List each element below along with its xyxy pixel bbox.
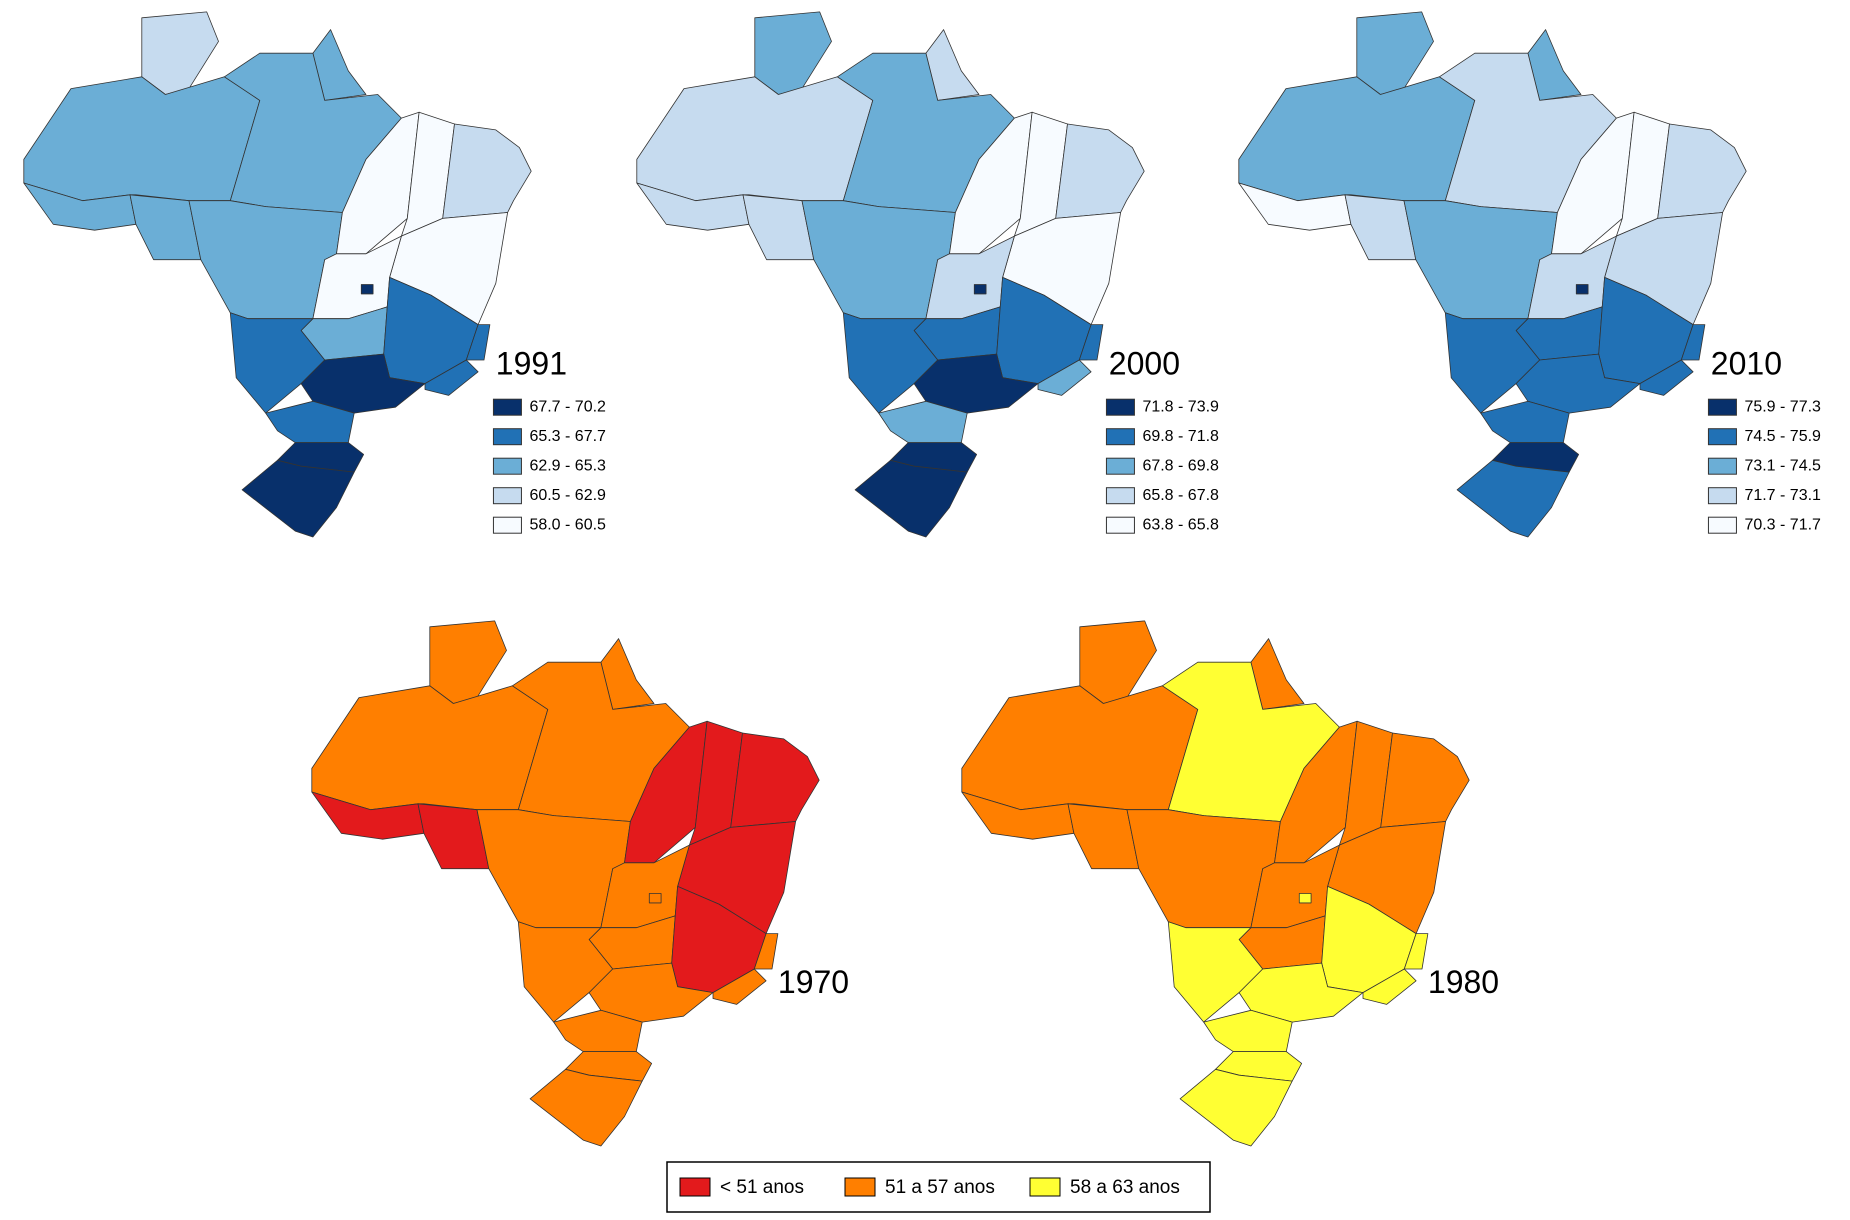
year-label: 2000 — [1109, 345, 1180, 381]
state — [754, 934, 778, 969]
state — [1457, 460, 1569, 537]
state — [1068, 804, 1139, 869]
state — [1299, 893, 1311, 902]
state — [337, 112, 420, 254]
state — [1079, 325, 1103, 360]
legend-label: 65.3 - 67.7 — [529, 428, 606, 445]
state — [731, 733, 820, 827]
state — [24, 77, 260, 201]
legend-label: 63.8 - 65.8 — [1142, 516, 1219, 533]
legend-swatch — [492, 457, 522, 475]
state — [1180, 1069, 1292, 1146]
map-1980 — [962, 621, 1469, 1146]
legend-label: 75.9 - 77.3 — [1744, 398, 1821, 415]
legend-label: 58 a 63 anos — [1070, 1177, 1180, 1198]
legend-label: 60.5 - 62.9 — [529, 487, 606, 504]
state — [1345, 195, 1416, 260]
year-label: 1980 — [1428, 964, 1499, 1000]
year-label: 1991 — [496, 345, 567, 381]
legend-label: 73.1 - 74.5 — [1744, 457, 1821, 474]
state — [713, 969, 766, 1004]
state — [1640, 360, 1693, 395]
legend-label: 51 a 57 anos — [885, 1177, 995, 1198]
legend-label: 58.0 - 60.5 — [529, 516, 606, 533]
legend-label: 71.7 - 73.1 — [1744, 487, 1821, 504]
legend-swatch — [1707, 398, 1737, 416]
legend-swatch — [679, 1177, 711, 1197]
legend-swatch — [1707, 457, 1737, 475]
legend-box — [666, 1161, 1211, 1213]
state — [1552, 112, 1635, 254]
legend-label: 65.8 - 67.8 — [1142, 487, 1219, 504]
legend-swatch — [1707, 428, 1737, 446]
legend-swatch — [1105, 487, 1135, 505]
legend-swatch — [844, 1177, 876, 1197]
state — [130, 195, 201, 260]
state — [1381, 733, 1470, 827]
legend-swatch — [492, 398, 522, 416]
state — [361, 284, 373, 293]
map-2010 — [1239, 12, 1746, 537]
legend-swatch — [492, 487, 522, 505]
legend-swatch — [492, 428, 522, 446]
state — [625, 721, 708, 863]
state — [466, 325, 490, 360]
legend-label: 74.5 - 75.9 — [1744, 428, 1821, 445]
state — [1658, 124, 1747, 218]
state — [1681, 325, 1705, 360]
legend-label: 67.8 - 69.8 — [1142, 457, 1219, 474]
legend-swatch — [1029, 1177, 1061, 1197]
state — [974, 284, 986, 293]
legend-swatch — [1105, 398, 1135, 416]
state — [1576, 284, 1588, 293]
state — [950, 112, 1033, 254]
legend-swatch — [1105, 428, 1135, 446]
state — [1404, 934, 1428, 969]
state — [1363, 969, 1416, 1004]
legend-label: 62.9 - 65.3 — [529, 457, 606, 474]
state — [637, 77, 873, 201]
state — [425, 360, 478, 395]
state — [418, 804, 489, 869]
map-1970 — [312, 621, 819, 1146]
state — [855, 460, 967, 537]
state — [242, 460, 354, 537]
year-label: 1970 — [778, 964, 849, 1000]
state — [312, 686, 548, 810]
state — [649, 893, 661, 902]
legend-swatch — [1707, 487, 1737, 505]
legend-swatch — [1707, 516, 1737, 534]
state — [443, 124, 532, 218]
state — [743, 195, 814, 260]
legend-swatch — [1105, 457, 1135, 475]
map-2000 — [637, 12, 1144, 537]
state — [1056, 124, 1145, 218]
legend-label: 69.8 - 71.8 — [1142, 428, 1219, 445]
legend-label: 67.7 - 70.2 — [529, 398, 606, 415]
legend-swatch — [1105, 516, 1135, 534]
map-1991 — [24, 12, 531, 537]
legend-swatch — [492, 516, 522, 534]
state — [1038, 360, 1091, 395]
state — [530, 1069, 642, 1146]
state — [1275, 721, 1358, 863]
state — [1239, 77, 1475, 201]
state — [962, 686, 1198, 810]
legend-label: 70.3 - 71.7 — [1744, 516, 1821, 533]
year-label: 2010 — [1711, 345, 1782, 381]
legend-label: < 51 anos — [720, 1177, 804, 1198]
legend-label: 71.8 - 73.9 — [1142, 398, 1219, 415]
